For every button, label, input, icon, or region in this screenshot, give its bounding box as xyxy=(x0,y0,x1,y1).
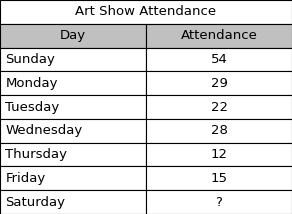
Text: 28: 28 xyxy=(211,124,227,137)
Bar xyxy=(0,143,146,166)
Text: Saturday: Saturday xyxy=(5,196,65,209)
Bar xyxy=(0,48,146,71)
Bar xyxy=(0,190,146,214)
Bar xyxy=(146,48,292,71)
Text: ?: ? xyxy=(215,196,223,209)
Text: Tuesday: Tuesday xyxy=(5,101,60,113)
Bar xyxy=(0,71,146,95)
Bar xyxy=(0,119,146,143)
Text: Attendance: Attendance xyxy=(180,29,258,42)
Text: Art Show Attendance: Art Show Attendance xyxy=(75,5,217,18)
Text: 29: 29 xyxy=(211,77,227,90)
Text: Monday: Monday xyxy=(5,77,58,90)
Bar xyxy=(146,143,292,166)
Bar xyxy=(146,166,292,190)
Bar xyxy=(0,166,146,190)
Bar xyxy=(146,95,292,119)
Text: Day: Day xyxy=(60,29,86,42)
Bar xyxy=(146,119,292,143)
Text: 15: 15 xyxy=(211,172,227,185)
Text: Friday: Friday xyxy=(5,172,46,185)
Text: Thursday: Thursday xyxy=(5,148,67,161)
Text: Sunday: Sunday xyxy=(5,53,55,66)
Bar xyxy=(0,24,146,48)
Bar xyxy=(0,0,292,24)
Bar xyxy=(146,190,292,214)
Text: 54: 54 xyxy=(211,53,227,66)
Bar xyxy=(0,95,146,119)
Text: 12: 12 xyxy=(211,148,227,161)
Text: Wednesday: Wednesday xyxy=(5,124,83,137)
Bar xyxy=(146,71,292,95)
Text: 22: 22 xyxy=(211,101,227,113)
Bar xyxy=(146,24,292,48)
